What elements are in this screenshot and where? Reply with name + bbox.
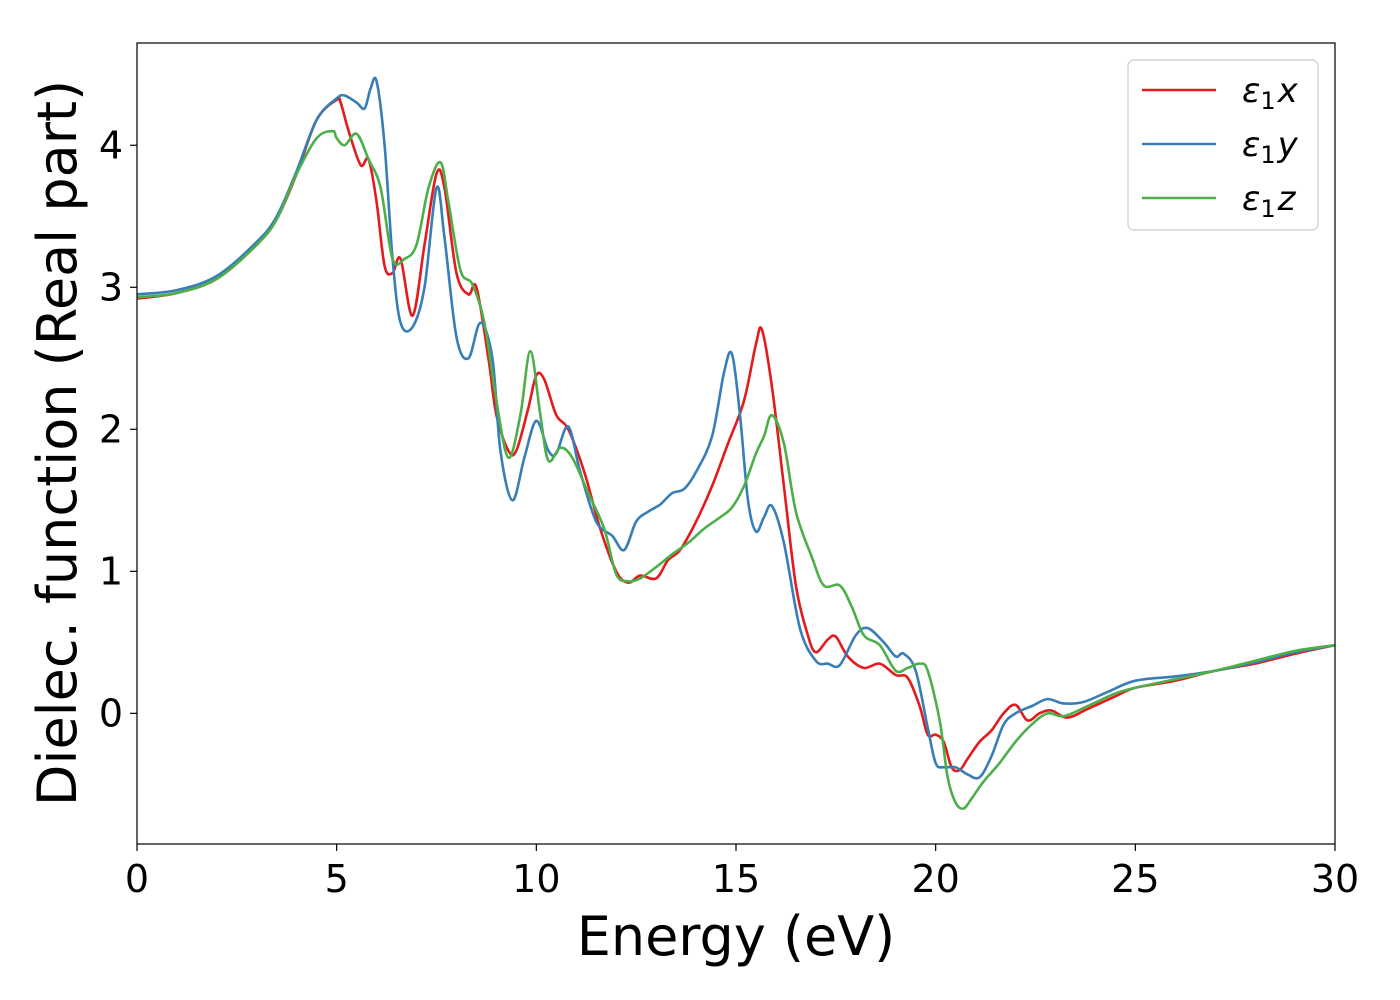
- series-line-x: [137, 96, 1335, 773]
- y-tick-label: 0: [99, 691, 123, 735]
- y-axis: 0 1 2 3 4: [99, 123, 137, 735]
- x-tick-label: 30: [1311, 857, 1359, 901]
- y-tick-label: 2: [99, 407, 123, 451]
- legend-label-y: ε1y: [1242, 125, 1299, 169]
- x-tick-label: 20: [911, 857, 959, 901]
- y-tick-label: 1: [99, 549, 123, 593]
- x-tick-label: 15: [712, 857, 760, 901]
- legend: ε1x ε1y ε1z: [1127, 59, 1319, 231]
- legend-box: [1127, 59, 1319, 231]
- x-tick-label: 25: [1111, 857, 1159, 901]
- x-axis-label: Energy (eV): [577, 905, 896, 968]
- y-tick-label: 3: [99, 265, 123, 309]
- series-line-z: [137, 129, 1335, 810]
- x-tick-label: 5: [325, 857, 349, 901]
- legend-label-z: ε1z: [1242, 179, 1297, 223]
- x-axis: 0 5 10 15 20 25 30: [125, 844, 1359, 901]
- y-axis-label: Dielec. function (Real part): [26, 80, 89, 806]
- x-tick-label: 10: [512, 857, 560, 901]
- series-line-y: [137, 76, 1335, 780]
- x-tick-label: 0: [125, 857, 149, 901]
- legend-label-x: ε1x: [1242, 71, 1299, 115]
- series-layer: [137, 76, 1335, 810]
- y-tick-label: 4: [99, 123, 123, 167]
